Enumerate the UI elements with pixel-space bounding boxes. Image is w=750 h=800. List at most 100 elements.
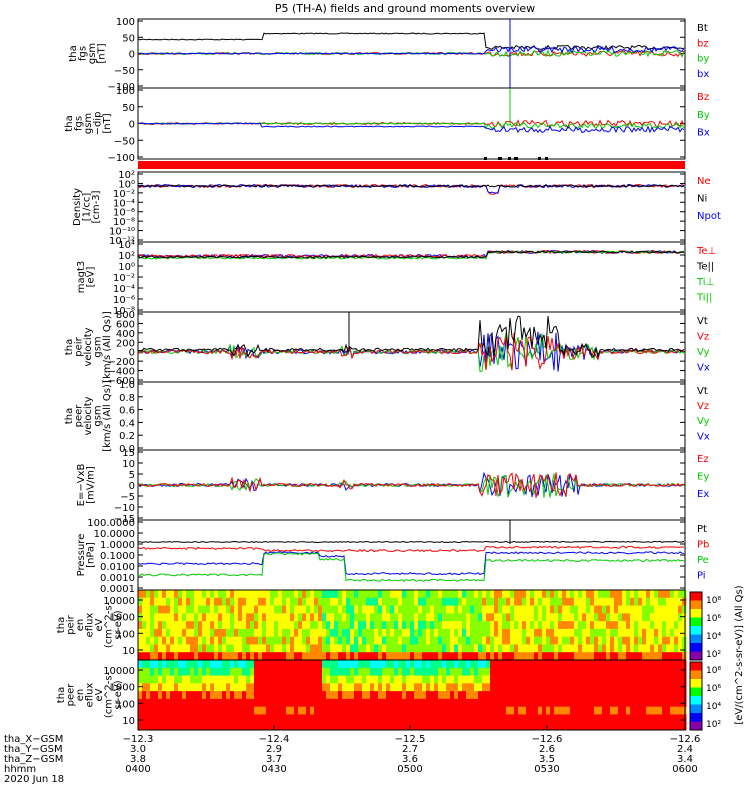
y-tick-label: 0.8 — [119, 393, 135, 404]
y-tick-label: −600 — [108, 376, 135, 387]
y-tick-label: 100 — [116, 699, 135, 710]
y-tick-label: 10⁻¹² — [109, 236, 135, 247]
y-tick-label: 1.0 — [119, 380, 135, 391]
legend-entry: Te⊥ — [696, 246, 716, 257]
svg-text:[eV]: [eV] — [86, 267, 97, 288]
legend-entry: Ni — [697, 194, 707, 205]
y-axis-label: magt3[eV] — [76, 261, 97, 294]
colorbar-label: [eV/(cm^2-s-sr-eV)] (All Qs) — [734, 585, 745, 724]
y-tick-label: 100 — [116, 17, 135, 28]
y-tick-label: 0.0100 — [100, 562, 135, 573]
x-axis-row-label: tha_X−GSM — [4, 734, 63, 745]
svg-text:[1/cc]: [1/cc] — [82, 193, 93, 222]
y-tick-label: 0.2 — [119, 431, 135, 442]
y-tick-label: −50 — [114, 136, 135, 147]
panel-pressure: 100.000010.00001.00000.10000.01000.00100… — [76, 518, 709, 595]
legend-entry: by — [697, 54, 709, 65]
y-tick-label: 10⁻² — [113, 189, 135, 200]
y-tick-label: 15 — [122, 448, 135, 459]
y-tick-label: 0.0010 — [100, 573, 135, 584]
legend-entry: Pe — [697, 555, 709, 566]
x-axis-row-label: tha_Z−GSM — [4, 754, 63, 765]
svg-text:tha: tha — [56, 617, 67, 633]
x-tick-label: 3.7 — [266, 754, 282, 765]
colorbar-tick: 10⁸ — [706, 596, 721, 606]
x-tick-label: 0600 — [672, 764, 697, 775]
legend-entry: bz — [697, 38, 709, 49]
y-tick-label: 0.6 — [119, 406, 135, 417]
y-axis-label: Density[1/cc][cm-3] — [72, 188, 102, 226]
y-tick-label: 10⁻⁴ — [113, 284, 135, 295]
svg-text:[km/s (All Qs)]: [km/s (All Qs)] — [102, 311, 113, 383]
y-tick-label: 1.0000 — [100, 540, 135, 551]
legend-entry: Vx — [697, 431, 710, 442]
colorbar-tick: 10⁶ — [706, 684, 721, 694]
legend-entry: Ex — [697, 489, 709, 500]
legend-entry: Vz — [697, 401, 709, 412]
y-tick-label: 800 — [116, 310, 135, 321]
y-tick-label: 10⁻⁶ — [113, 295, 135, 306]
legend-entry: Pb — [697, 540, 709, 551]
y-tick-label: 10⁰ — [118, 179, 135, 190]
colorbar-tick: 10⁶ — [706, 614, 721, 624]
y-tick-label: −15 — [114, 514, 135, 525]
panels: 100500−50−100thafgsgsm[nT]Btbzbybx100500… — [56, 17, 721, 731]
svg-text:tha: tha — [64, 339, 75, 355]
y-tick-label: 10⁻⁶ — [113, 208, 135, 219]
y-tick-label: 0 — [129, 120, 135, 131]
svg-text:[nT]: [nT] — [102, 113, 113, 133]
x-tick-label: 3.8 — [130, 754, 146, 765]
y-tick-label: 400 — [116, 329, 135, 340]
svg-text:(cm^2-s-: (cm^2-s- — [104, 671, 115, 718]
y-tick-label: −400 — [108, 367, 135, 378]
legend-entry: Bz — [697, 92, 709, 103]
y-tick-label: 10000 — [103, 596, 135, 607]
svg-text:[mV/m]: [mV/m] — [86, 466, 97, 504]
svg-text:velocity: velocity — [83, 327, 94, 366]
legend-entry: Te|| — [696, 262, 714, 273]
legend-entry: bx — [697, 69, 709, 80]
svg-text:E=−VxB: E=−VxB — [76, 464, 87, 507]
y-tick-label: 10² — [118, 170, 135, 181]
svg-text:tha: tha — [68, 45, 79, 61]
svg-text:velocity: velocity — [83, 396, 94, 435]
svg-text:[nPa]: [nPa] — [86, 542, 97, 568]
y-tick-label: −5 — [120, 492, 135, 503]
legend-entry: Ez — [697, 454, 709, 465]
legend-entry: Vt — [697, 316, 708, 327]
legend-entry: By — [697, 110, 710, 121]
y-tick-label: −200 — [108, 357, 135, 368]
svg-text:[cm-3]: [cm-3] — [91, 190, 102, 223]
y-tick-label: 100.0000 — [87, 518, 135, 529]
legend-entry: Vy — [697, 347, 710, 358]
colorbar-tick: 10² — [706, 720, 721, 730]
y-axis-label: E=−VxB[mV/m] — [76, 464, 97, 507]
x-axis: tha_X−GSM −12.3 −12.4 −12.5 −12.6 −12.6 tha_Y−… — [4, 725, 700, 785]
colorbar-tick: 10⁴ — [706, 632, 721, 642]
colorbar: 10⁸ 10⁶ 10⁴ 10² — [689, 591, 721, 661]
svg-text:magt3: magt3 — [76, 261, 87, 294]
svg-text:eV: eV — [94, 618, 105, 631]
y-tick-label: 10 — [122, 646, 135, 657]
x-tick-label: 2.7 — [402, 744, 418, 755]
y-tick-label: 10⁻⁸ — [113, 217, 135, 228]
svg-text:gsm: gsm — [93, 405, 104, 426]
svg-text:eflux: eflux — [85, 613, 96, 638]
x-axis-row-label: tha_Y−GSM — [4, 744, 63, 755]
y-tick-label: 10 — [122, 716, 135, 727]
legend-entry: Vx — [697, 363, 710, 374]
colorbar-tick: 10² — [706, 650, 721, 660]
y-tick-label: −100 — [108, 82, 135, 93]
y-tick-label: 10² — [118, 251, 135, 262]
y-tick-label: −50 — [114, 66, 135, 77]
x-tick-label: 2.4 — [677, 744, 693, 755]
y-tick-label: 0 — [129, 348, 135, 359]
svg-text:gsm: gsm — [93, 336, 104, 357]
